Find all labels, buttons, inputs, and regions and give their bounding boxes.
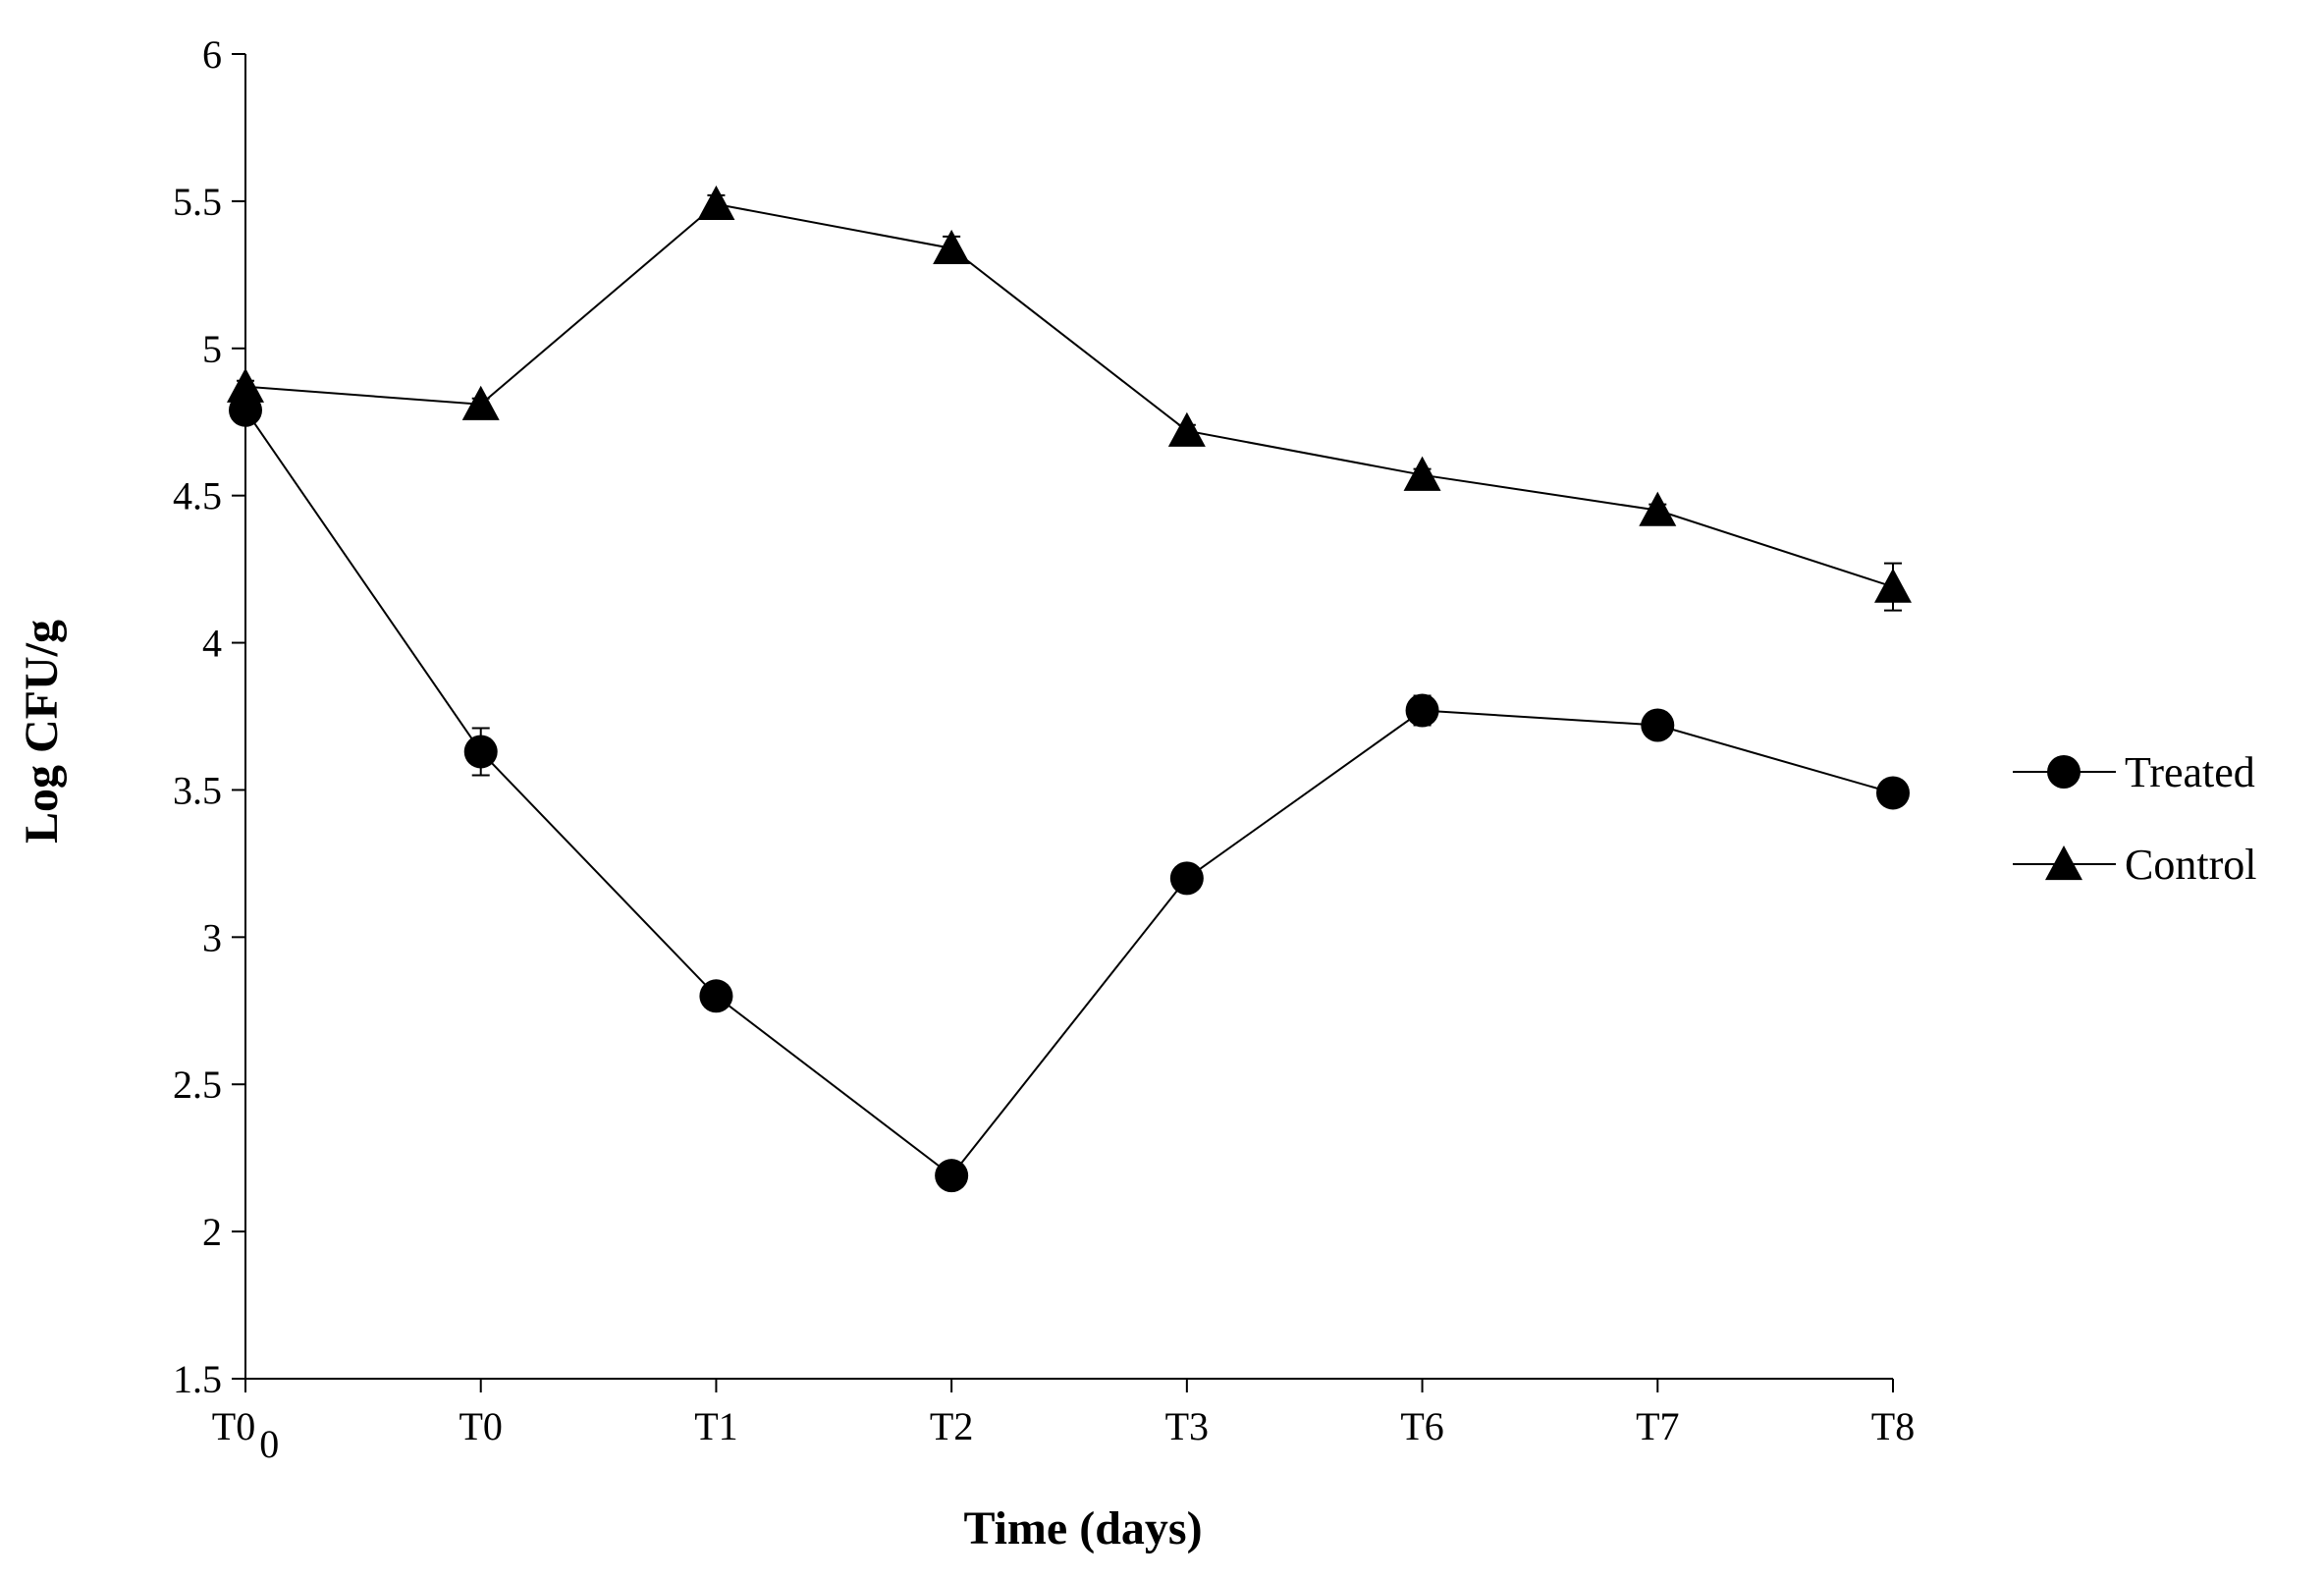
- y-tick-label: 4.5: [173, 474, 222, 518]
- legend-marker-control: [2045, 845, 2082, 881]
- data-point-treated: [463, 735, 498, 769]
- data-point-control: [227, 367, 264, 403]
- y-tick-label: 5: [202, 327, 222, 371]
- y-ticks: 1.5 2 2.5 3 3.5 4 4.5 5 5.5 6: [173, 32, 245, 1401]
- y-tick-label: 6: [202, 32, 222, 77]
- y-tick-label: 3.5: [173, 768, 222, 812]
- x-tick-label: T2: [930, 1404, 973, 1448]
- x-tick-label: T1: [694, 1404, 737, 1448]
- y-tick-label: 3: [202, 915, 222, 959]
- data-point-control: [1639, 491, 1677, 526]
- x-tick-label: T3: [1165, 1404, 1209, 1448]
- x-tick-label-main: T0: [459, 1404, 502, 1448]
- y-tick-label: 2.5: [173, 1063, 222, 1107]
- legend-marker-treated: [2047, 755, 2081, 789]
- series-control: [227, 185, 1912, 612]
- x-tick-label-subscript: 0: [259, 1422, 279, 1466]
- x-tick-label: T7: [1636, 1404, 1679, 1448]
- x-tick-label-main: T2: [930, 1404, 973, 1448]
- x-axis-title: Time (days): [963, 1502, 1202, 1554]
- data-point-treated: [1405, 693, 1439, 728]
- data-point-control: [933, 229, 971, 265]
- legend-label-control: Control: [2125, 841, 2256, 889]
- data-point-control: [1403, 456, 1441, 491]
- data-point-treated: [699, 979, 733, 1013]
- series-line-treated: [244, 409, 1894, 1177]
- x-tick-label-main: T7: [1636, 1404, 1679, 1448]
- x-tick-label-main: T0: [212, 1404, 255, 1448]
- y-tick-label: 2: [202, 1210, 222, 1254]
- legend-label-treated: Treated: [2125, 748, 2255, 796]
- y-axis-title: Log CFU/g: [16, 620, 68, 844]
- data-point-control: [1167, 411, 1206, 447]
- data-point-treated: [1641, 708, 1675, 742]
- x-tick-label-main: T8: [1871, 1404, 1915, 1448]
- data-point-control: [1874, 568, 1912, 603]
- legend-item-control: Control: [2013, 841, 2256, 889]
- x-tick-label: T6: [1400, 1404, 1443, 1448]
- legend-item-treated: Treated: [2013, 748, 2255, 796]
- x-tick-label-main: T6: [1400, 1404, 1443, 1448]
- data-point-treated: [935, 1159, 969, 1193]
- y-tick-label: 5.5: [173, 180, 222, 224]
- data-point-treated: [1876, 776, 1910, 810]
- data-point-control: [697, 185, 735, 221]
- y-tick-label: 1.5: [173, 1357, 222, 1401]
- x-ticks: T0 0 T0 T1 T2 T3 T6 T7 T8: [212, 1379, 1915, 1466]
- x-tick-label: T8: [1871, 1404, 1915, 1448]
- axes: [244, 54, 1893, 1380]
- y-tick-label: 4: [202, 622, 222, 666]
- series-layer: [227, 185, 1912, 1193]
- x-tick-label-main: T3: [1165, 1404, 1209, 1448]
- data-point-control: [461, 385, 500, 420]
- x-tick-label: T0 0: [212, 1404, 279, 1466]
- data-point-treated: [1169, 861, 1204, 896]
- legend: Treated Control: [2013, 748, 2256, 889]
- x-tick-label: T0: [459, 1404, 502, 1448]
- x-tick-label-main: T1: [694, 1404, 737, 1448]
- series-line-control: [244, 202, 1894, 588]
